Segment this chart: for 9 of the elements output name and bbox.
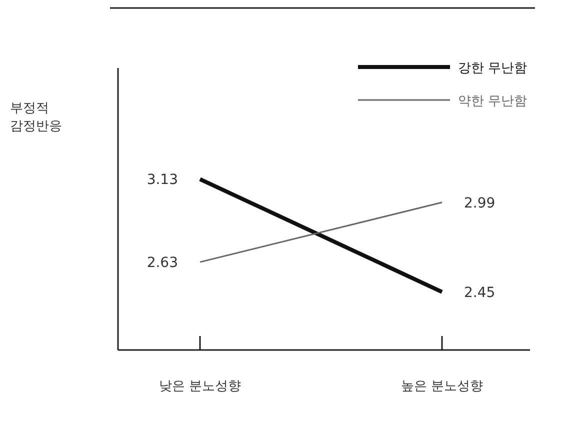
text: 약한 무난함 <box>458 94 528 109</box>
y-axis-title: 부정적 감정반응 <box>10 101 62 134</box>
x-tick-label: 낮은 분노성향 <box>158 379 242 394</box>
data-label: 2.45 <box>464 284 496 301</box>
data-label: 2.99 <box>464 195 496 212</box>
data-label: 3.13 <box>146 172 178 188</box>
x-tick-label: 높은 분노성향 <box>400 379 484 394</box>
data-label: 2.63 <box>146 255 178 272</box>
text: 강한 무난함 <box>458 61 528 76</box>
